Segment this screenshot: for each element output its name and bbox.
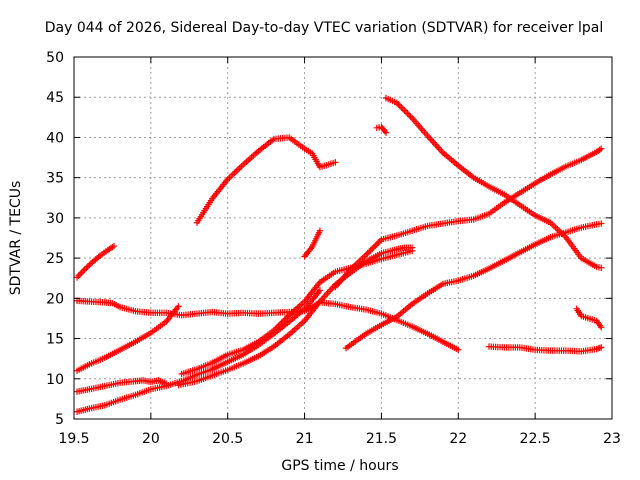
y-tick-label: 20 [46,291,64,307]
data-point-marker [381,128,389,135]
series-s4 [73,377,170,395]
series-s12 [382,94,605,271]
x-tick-label: 20 [142,431,160,447]
x-tick-label: 22.5 [520,431,551,447]
data-point-marker [408,247,416,255]
y-tick-label: 35 [46,171,64,187]
y-tick-label: 5 [55,412,64,428]
data-point-marker [598,220,605,227]
x-tick-label: 22 [449,431,467,447]
data-point-marker [598,264,605,271]
series-s15 [573,305,605,331]
data-point-marker [382,129,390,136]
data-point-marker [175,303,182,310]
x-tick-label: 20.5 [212,431,243,447]
series-s1 [73,242,118,281]
y-tick-label: 30 [46,211,64,227]
series-s5 [73,287,324,415]
series-s3 [73,303,182,374]
y-tick-label: 15 [46,332,64,348]
x-tick-label: 21.5 [366,431,397,447]
x-tick-label: 23 [603,431,621,447]
series-layer [73,94,605,415]
y-tick-label: 10 [46,372,64,388]
plot-frame [73,56,613,420]
data-point-marker [598,344,605,351]
data-point-marker [332,159,339,166]
series-s13 [342,220,605,352]
data-point-marker [598,324,605,331]
chart-title: Day 044 of 2026, Sidereal Day-to-day VTE… [45,20,603,36]
x-axis-title: GPS time / hours [281,458,398,474]
data-point-marker [598,145,605,152]
data-point-marker [316,227,324,234]
series-s8 [193,134,339,226]
series-s11 [332,145,605,291]
data-point-marker [455,346,462,354]
y-tick-label: 25 [46,251,64,267]
series-s6 [175,244,416,389]
x-tick-label: 19.5 [58,431,89,447]
x-tick-label: 21 [296,431,314,447]
series-s14 [485,343,605,355]
y-axis-title: SDTVAR / TECUs [8,181,24,296]
y-tick-label: 45 [46,90,64,106]
data-point-marker [110,242,118,250]
tick-layer: 19.5 20 20.5 21 21.5 22 22.5 23 5 10 15 20 25 30 35 40 4… [46,50,621,447]
y-tick-label: 50 [46,50,64,66]
data-point-marker [316,287,324,294]
series-s10 [373,123,390,136]
y-tick-label: 40 [46,130,64,146]
series-s7 [178,247,416,378]
series-s9 [301,227,324,260]
